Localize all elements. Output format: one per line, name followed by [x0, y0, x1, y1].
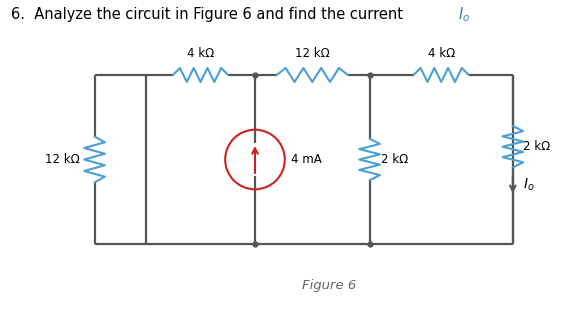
- Text: 4 kΩ: 4 kΩ: [427, 47, 455, 60]
- Text: 4 kΩ: 4 kΩ: [187, 47, 214, 60]
- Text: 2 kΩ: 2 kΩ: [381, 153, 409, 166]
- Text: 12 kΩ: 12 kΩ: [295, 47, 329, 60]
- Text: 2 kΩ: 2 kΩ: [523, 140, 551, 153]
- Text: 6.  Analyze the circuit in Figure 6 and find the current: 6. Analyze the circuit in Figure 6 and f…: [11, 7, 408, 22]
- Text: $I_o$: $I_o$: [523, 177, 535, 193]
- Text: 4 mA: 4 mA: [291, 153, 321, 166]
- Text: 12 kΩ: 12 kΩ: [45, 153, 80, 166]
- Text: Figure 6: Figure 6: [303, 279, 356, 292]
- Text: $I_o$: $I_o$: [458, 5, 470, 24]
